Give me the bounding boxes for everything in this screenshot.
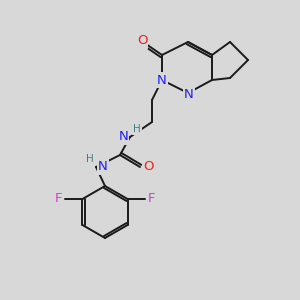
Text: O: O: [143, 160, 154, 173]
Text: N: N: [184, 88, 194, 100]
Text: O: O: [137, 34, 147, 47]
Text: H: H: [86, 154, 94, 164]
Text: N: N: [157, 74, 167, 86]
Text: F: F: [55, 193, 62, 206]
Text: N: N: [98, 160, 108, 173]
Text: F: F: [148, 193, 155, 206]
Text: H: H: [133, 124, 141, 134]
Text: N: N: [118, 130, 128, 143]
